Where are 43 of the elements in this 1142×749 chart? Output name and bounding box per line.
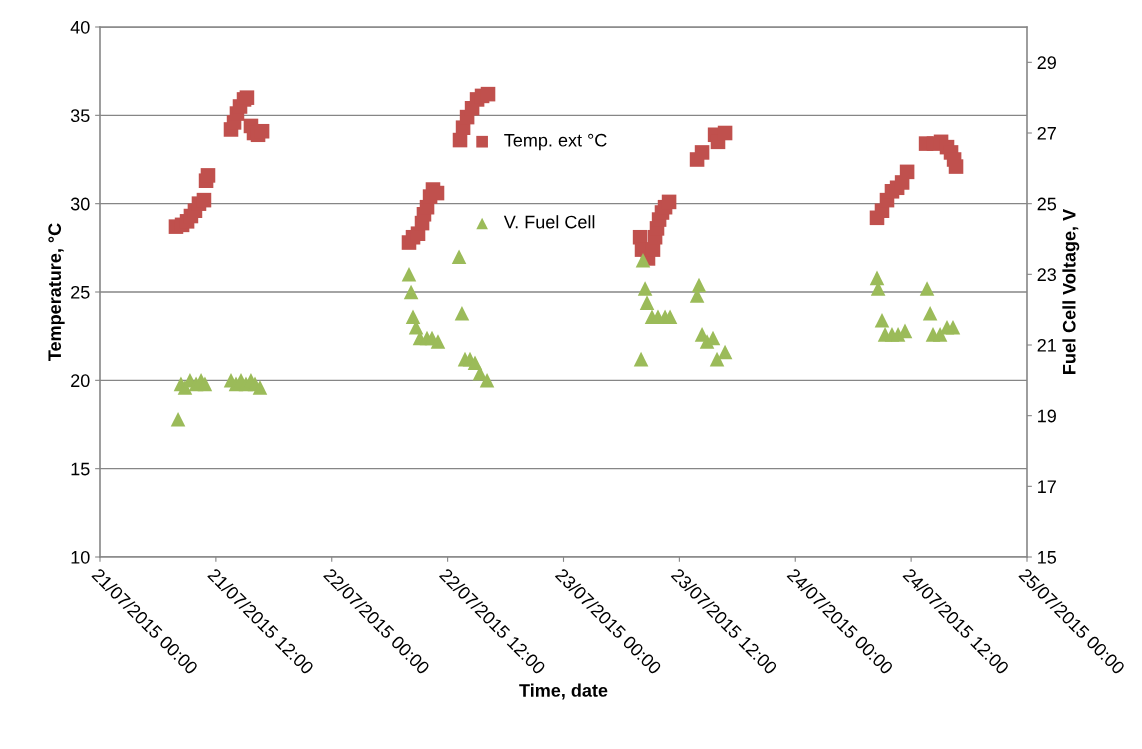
y-tick-label: 10 — [71, 550, 90, 564]
y-tick-label: 15 — [71, 462, 90, 476]
y-tick-label: 40 — [70, 20, 90, 34]
y2-tick-label: 15 — [1038, 551, 1057, 564]
y-axis-title: Temperature, °C — [48, 223, 65, 361]
y2-tick-label: 29 — [1037, 56, 1056, 70]
point — [874, 312, 890, 328]
y-tick-label: 20 — [71, 374, 90, 388]
y-tick-label: 25 — [71, 285, 90, 299]
point — [170, 411, 186, 427]
point — [709, 351, 725, 367]
point — [922, 305, 938, 321]
y2-axis-title: Fuel Cell Voltage, V — [1062, 209, 1080, 374]
y2-tick-label: 17 — [1038, 480, 1056, 493]
point — [639, 295, 655, 310]
point — [454, 305, 470, 321]
x-axis-title: Time, date — [519, 683, 608, 700]
y-tick-label: 30 — [70, 197, 90, 211]
y2-tick-label: 23 — [1037, 268, 1057, 282]
point — [405, 309, 421, 325]
y2-tick-label: 25 — [1037, 197, 1057, 211]
legend-label: V. Fuel Cell — [503, 215, 595, 229]
point — [717, 344, 733, 360]
y2-tick-label: 21 — [1037, 338, 1056, 352]
point — [403, 284, 419, 300]
y2-tick-label: 19 — [1038, 409, 1056, 423]
point — [401, 267, 417, 282]
point — [479, 373, 495, 388]
legend-label: Temp. ext °C — [504, 133, 607, 151]
point — [430, 334, 446, 349]
y2-tick-label: 27 — [1037, 126, 1056, 140]
point — [945, 320, 961, 335]
point — [472, 365, 488, 381]
point — [919, 281, 935, 296]
point — [691, 277, 707, 293]
point — [197, 376, 213, 392]
point — [637, 281, 653, 296]
point — [633, 351, 649, 367]
point — [467, 355, 483, 370]
point — [252, 380, 268, 395]
y-tick-label: 35 — [70, 109, 90, 123]
point — [635, 252, 651, 268]
point — [451, 249, 467, 264]
